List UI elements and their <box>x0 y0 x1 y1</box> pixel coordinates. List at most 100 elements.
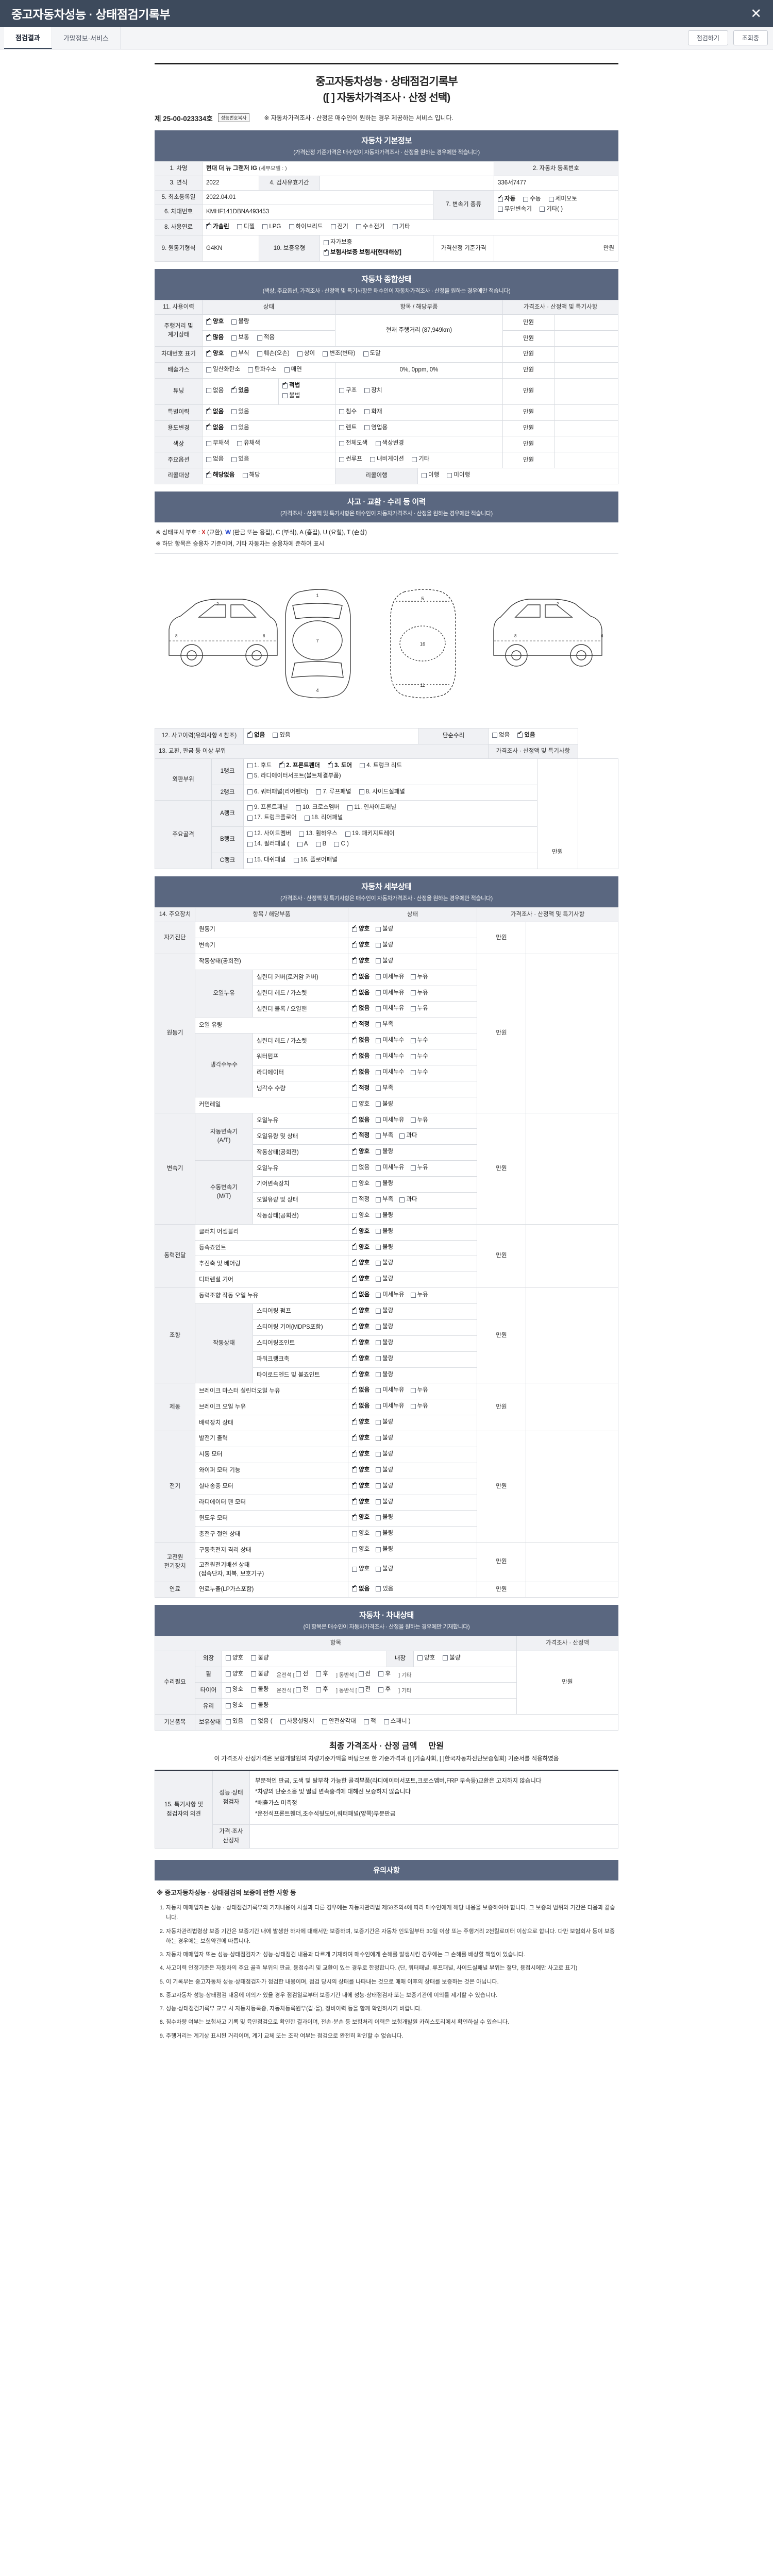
remarks-cell[interactable] <box>554 346 618 363</box>
simple-repair-none[interactable]: 없음 <box>492 731 510 740</box>
tire-passenger-front[interactable]: 전 <box>358 1685 371 1694</box>
part-trunk-floor[interactable]: 17. 트렁크플로어 <box>247 814 297 822</box>
state-option-1[interactable]: 불량 <box>376 1370 393 1379</box>
glass-good[interactable]: 양호 <box>226 1701 243 1710</box>
exterior-bad[interactable]: 불량 <box>251 1654 269 1663</box>
vin-mark-corrosion[interactable]: 부식 <box>231 349 249 358</box>
main-options-exists[interactable]: 있음 <box>231 455 249 464</box>
warranty-option-insurer[interactable]: 보험사보증 보험사[현대해상] <box>324 248 401 257</box>
state-option-1[interactable]: 불량 <box>376 1100 393 1109</box>
state-option-1[interactable]: 불량 <box>376 1227 393 1236</box>
state-option-0[interactable]: 양호 <box>352 1418 369 1427</box>
state-option-2[interactable]: 누유 <box>410 1291 428 1299</box>
usage-change-rent[interactable]: 렌트 <box>339 423 357 432</box>
inspect-button[interactable]: 점검하기 <box>687 30 728 45</box>
part-rear-panel[interactable]: 18. 리어패널 <box>304 814 343 822</box>
state-option-1[interactable]: 불량 <box>376 1211 393 1220</box>
state-option-0[interactable]: 양호 <box>352 1179 369 1188</box>
state-option-0[interactable]: 적정 <box>352 1131 369 1140</box>
state-option-0[interactable]: 양호 <box>352 1370 369 1379</box>
part-front-fender[interactable]: 2. 프론트펜더 <box>279 761 320 770</box>
wheel-passenger-front[interactable]: 전 <box>358 1670 371 1679</box>
state-option-1[interactable]: 불량 <box>376 1354 393 1363</box>
fuel-option-electric[interactable]: 전기 <box>330 223 348 231</box>
state-option-0[interactable]: 없음 <box>352 1036 369 1045</box>
part-inside-panel[interactable]: 11. 인사이드패널 <box>347 803 396 812</box>
vin-mark-altered[interactable]: 변조(변타) <box>323 349 355 358</box>
special-history-none[interactable]: 없음 <box>206 407 224 416</box>
remarks-cell[interactable] <box>526 1224 618 1289</box>
basic-items-present[interactable]: 있음 <box>226 1717 243 1726</box>
state-option-1[interactable]: 불량 <box>376 1179 393 1188</box>
vin-mark-erased[interactable]: 도말 <box>363 349 381 358</box>
state-option-1[interactable]: 불량 <box>376 1545 393 1554</box>
copy-performance-number-button[interactable]: 성능번호복사 <box>217 113 250 122</box>
tire-bad[interactable]: 불량 <box>251 1685 269 1694</box>
remarks-cell[interactable] <box>526 1287 618 1384</box>
state-option-1[interactable]: 미세누수 <box>376 1052 405 1061</box>
remarks-cell[interactable] <box>577 758 618 869</box>
color-changed[interactable]: 색상변경 <box>375 439 404 448</box>
state-option-1[interactable]: 미세누유 <box>376 1402 405 1411</box>
exterior-good[interactable]: 양호 <box>226 1654 243 1663</box>
state-option-1[interactable]: 미세누유 <box>376 1386 405 1395</box>
tab-inspection-result[interactable]: 점검결과 <box>4 27 52 49</box>
state-option-1[interactable]: 불량 <box>376 1529 393 1538</box>
remarks-cell[interactable] <box>554 314 618 331</box>
remarks-cell[interactable] <box>554 404 618 421</box>
remarks-cell[interactable] <box>554 378 618 405</box>
part-pillar-a[interactable]: A <box>297 840 308 849</box>
state-option-0[interactable]: 양호 <box>352 1147 369 1156</box>
state-option-0[interactable]: 양호 <box>352 1307 369 1315</box>
usage-change-none[interactable]: 없음 <box>206 423 224 432</box>
recall-not-applicable[interactable]: 해당없음 <box>206 471 234 480</box>
state-option-0[interactable]: 없음 <box>352 1584 369 1594</box>
state-option-1[interactable]: 불량 <box>376 1259 393 1267</box>
main-options-sunroof[interactable]: 썬루프 <box>339 455 362 464</box>
fuel-option-hydrogen[interactable]: 수소전기 <box>356 223 384 231</box>
accident-history-none[interactable]: 없음 <box>247 731 265 740</box>
state-option-0[interactable]: 양호 <box>352 1497 369 1506</box>
state-option-1[interactable]: 불량 <box>376 1466 393 1475</box>
state-option-1[interactable]: 미세누유 <box>376 1291 405 1299</box>
main-options-none[interactable]: 없음 <box>206 455 224 464</box>
lookup-button[interactable]: 조회중 <box>733 30 768 45</box>
state-option-1[interactable]: 불량 <box>376 1323 393 1331</box>
state-option-2[interactable]: 과다 <box>399 1131 417 1140</box>
state-option-0[interactable]: 양호 <box>352 1565 369 1573</box>
state-option-0[interactable]: 없음 <box>352 1163 369 1172</box>
state-option-0[interactable]: 없음 <box>352 1291 369 1299</box>
state-option-0[interactable]: 없음 <box>352 1115 369 1125</box>
state-option-0[interactable]: 없음 <box>352 1068 369 1077</box>
state-option-2[interactable]: 누유 <box>410 989 428 997</box>
part-side-member[interactable]: 12. 사이드멤버 <box>247 829 291 838</box>
main-options-other[interactable]: 기타 <box>412 455 429 464</box>
mileage-amount-normal[interactable]: 보통 <box>231 333 249 342</box>
tuning-device[interactable]: 장치 <box>364 386 382 395</box>
basic-item-spanner[interactable]: 스패너 ) <box>383 1717 411 1726</box>
remarks-cell[interactable] <box>554 420 618 437</box>
transmission-option-manual[interactable]: 수동 <box>523 195 541 204</box>
warranty-option-self[interactable]: 자가보증 <box>324 238 352 247</box>
state-option-0[interactable]: 적정 <box>352 1083 369 1093</box>
remarks-cell[interactable] <box>554 452 618 469</box>
vin-mark-damaged[interactable]: 훼손(오손) <box>257 349 290 358</box>
state-option-1[interactable]: 불량 <box>376 1434 393 1443</box>
state-option-0[interactable]: 양호 <box>352 1338 369 1347</box>
state-option-1[interactable]: 불량 <box>376 1450 393 1459</box>
part-door[interactable]: 3. 도어 <box>328 761 352 770</box>
transmission-option-cvt[interactable]: 무단변속기 <box>498 205 532 214</box>
state-option-0[interactable]: 양호 <box>352 1434 369 1443</box>
emission-smoke[interactable]: 매연 <box>284 365 302 374</box>
state-option-0[interactable]: 양호 <box>352 1100 369 1109</box>
wheel-driver-rear[interactable]: 후 <box>316 1670 328 1679</box>
vin-mark-good[interactable]: 양호 <box>206 349 224 358</box>
state-option-1[interactable]: 불량 <box>376 957 393 965</box>
state-option-0[interactable]: 없음 <box>352 1402 369 1411</box>
state-option-1[interactable]: 미세누유 <box>376 989 405 997</box>
state-option-0[interactable]: 양호 <box>352 941 369 950</box>
state-option-1[interactable]: 불량 <box>376 925 393 934</box>
state-option-0[interactable]: 양호 <box>352 1354 369 1363</box>
tuning-illegal[interactable]: 불법 <box>282 392 300 400</box>
state-option-1[interactable]: 불량 <box>376 1482 393 1490</box>
